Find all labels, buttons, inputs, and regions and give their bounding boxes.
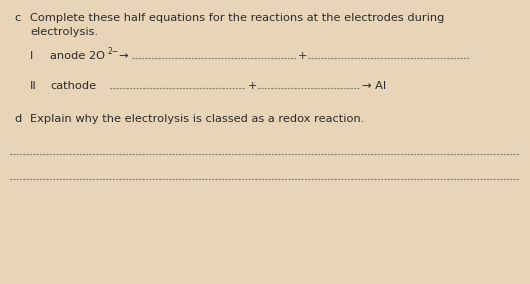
Text: c: c	[14, 13, 20, 23]
Text: cathode: cathode	[50, 81, 96, 91]
Text: I: I	[30, 51, 33, 61]
Text: d: d	[14, 114, 21, 124]
Text: II: II	[30, 81, 37, 91]
Text: +: +	[248, 81, 258, 91]
Text: →: →	[118, 51, 128, 61]
Text: → Al: → Al	[362, 81, 386, 91]
Text: anode 2O: anode 2O	[50, 51, 105, 61]
Text: 2−: 2−	[108, 47, 119, 56]
Text: Explain why the electrolysis is classed as a redox reaction.: Explain why the electrolysis is classed …	[30, 114, 365, 124]
Text: Complete these half equations for the reactions at the electrodes during: Complete these half equations for the re…	[30, 13, 444, 23]
Text: electrolysis.: electrolysis.	[30, 27, 98, 37]
Text: +: +	[298, 51, 307, 61]
